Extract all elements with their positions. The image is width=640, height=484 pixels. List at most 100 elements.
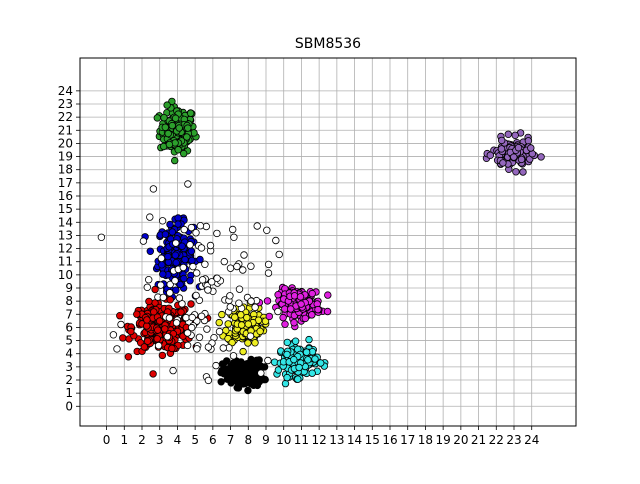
data-point [255, 356, 263, 364]
x-tick-label: 4 [174, 433, 182, 447]
y-tick-label: 19 [58, 150, 73, 164]
data-point [174, 220, 182, 228]
data-points [97, 97, 545, 395]
data-point [149, 185, 158, 193]
y-tick-label: 6 [65, 320, 73, 334]
data-point [196, 255, 204, 264]
data-point [175, 124, 183, 132]
data-point [251, 339, 259, 347]
y-tick-label: 2 [65, 373, 73, 387]
data-point [172, 319, 181, 327]
data-point [156, 281, 165, 289]
data-point [229, 371, 237, 379]
data-point [237, 311, 245, 319]
y-tick-label: 7 [65, 307, 73, 321]
data-point [323, 307, 332, 316]
data-point [251, 361, 260, 369]
data-point [187, 323, 196, 332]
data-point [145, 297, 153, 306]
data-point [116, 312, 124, 320]
data-point [517, 155, 526, 164]
data-point [184, 180, 192, 188]
data-point [265, 312, 273, 321]
data-point [295, 363, 303, 372]
data-point [305, 335, 313, 344]
data-point [524, 137, 533, 145]
y-tick-label: 10 [58, 268, 73, 282]
data-point [229, 352, 238, 360]
x-tick-label: 19 [436, 433, 451, 447]
x-tick-label: 13 [329, 433, 344, 447]
data-point [206, 241, 215, 250]
data-point [158, 217, 167, 225]
data-point [537, 153, 545, 161]
data-point [192, 291, 200, 300]
data-point [168, 121, 176, 130]
data-point [201, 260, 209, 268]
data-point [195, 333, 204, 341]
data-point [204, 343, 213, 351]
data-point [166, 296, 174, 304]
data-point [153, 335, 161, 343]
data-point [192, 228, 200, 237]
x-tick-label: 9 [262, 433, 270, 447]
y-tick-label: 17 [58, 176, 73, 190]
x-tick-label: 11 [294, 433, 309, 447]
data-point [127, 327, 135, 336]
data-point [290, 355, 298, 364]
y-tick-label: 11 [58, 255, 73, 269]
data-point [158, 351, 167, 360]
data-point [168, 228, 176, 236]
data-point [291, 337, 300, 345]
y-tick-label: 16 [58, 189, 73, 203]
data-point [197, 312, 206, 320]
data-point [290, 319, 298, 327]
data-point [187, 300, 195, 308]
data-point [144, 276, 153, 284]
data-point [324, 291, 332, 299]
y-tick-label: 20 [58, 136, 73, 150]
data-point [179, 149, 188, 158]
data-point [166, 280, 174, 289]
data-point [283, 338, 291, 347]
data-point [196, 221, 205, 230]
x-tick-label: 15 [365, 433, 380, 447]
data-point [163, 333, 172, 341]
data-point [215, 327, 224, 336]
data-point [260, 363, 269, 371]
data-point [237, 321, 246, 329]
data-point [308, 289, 316, 298]
y-tick-label: 5 [65, 334, 73, 348]
data-point [301, 314, 309, 323]
data-point [224, 320, 232, 328]
data-point [142, 322, 151, 330]
x-axis-ticks: 0 1 2 3 4 5 6 7 8 9 10 11 12 13 14 15 16 17 18 19 20 21 22 23 24 [103, 426, 539, 447]
data-point [187, 223, 196, 232]
data-point [197, 244, 206, 252]
x-tick-label: 3 [156, 433, 164, 447]
data-point [192, 269, 201, 277]
data-point [264, 356, 272, 365]
y-tick-label: 8 [65, 294, 73, 308]
data-point [218, 310, 226, 319]
data-point [176, 280, 184, 289]
data-point [181, 255, 189, 264]
data-point [294, 375, 302, 383]
data-point [311, 355, 319, 363]
data-point [230, 233, 238, 241]
data-point [187, 247, 196, 255]
x-tick-label: 24 [524, 433, 539, 447]
data-point [109, 331, 118, 339]
data-point [274, 366, 283, 374]
data-point [510, 153, 518, 161]
data-point [233, 262, 241, 271]
data-point [247, 262, 255, 270]
data-point [188, 256, 196, 265]
data-point [283, 350, 291, 359]
data-point [166, 289, 174, 297]
data-point [308, 311, 316, 319]
data-point [182, 314, 190, 322]
data-point [151, 285, 159, 294]
data-point [275, 250, 283, 259]
